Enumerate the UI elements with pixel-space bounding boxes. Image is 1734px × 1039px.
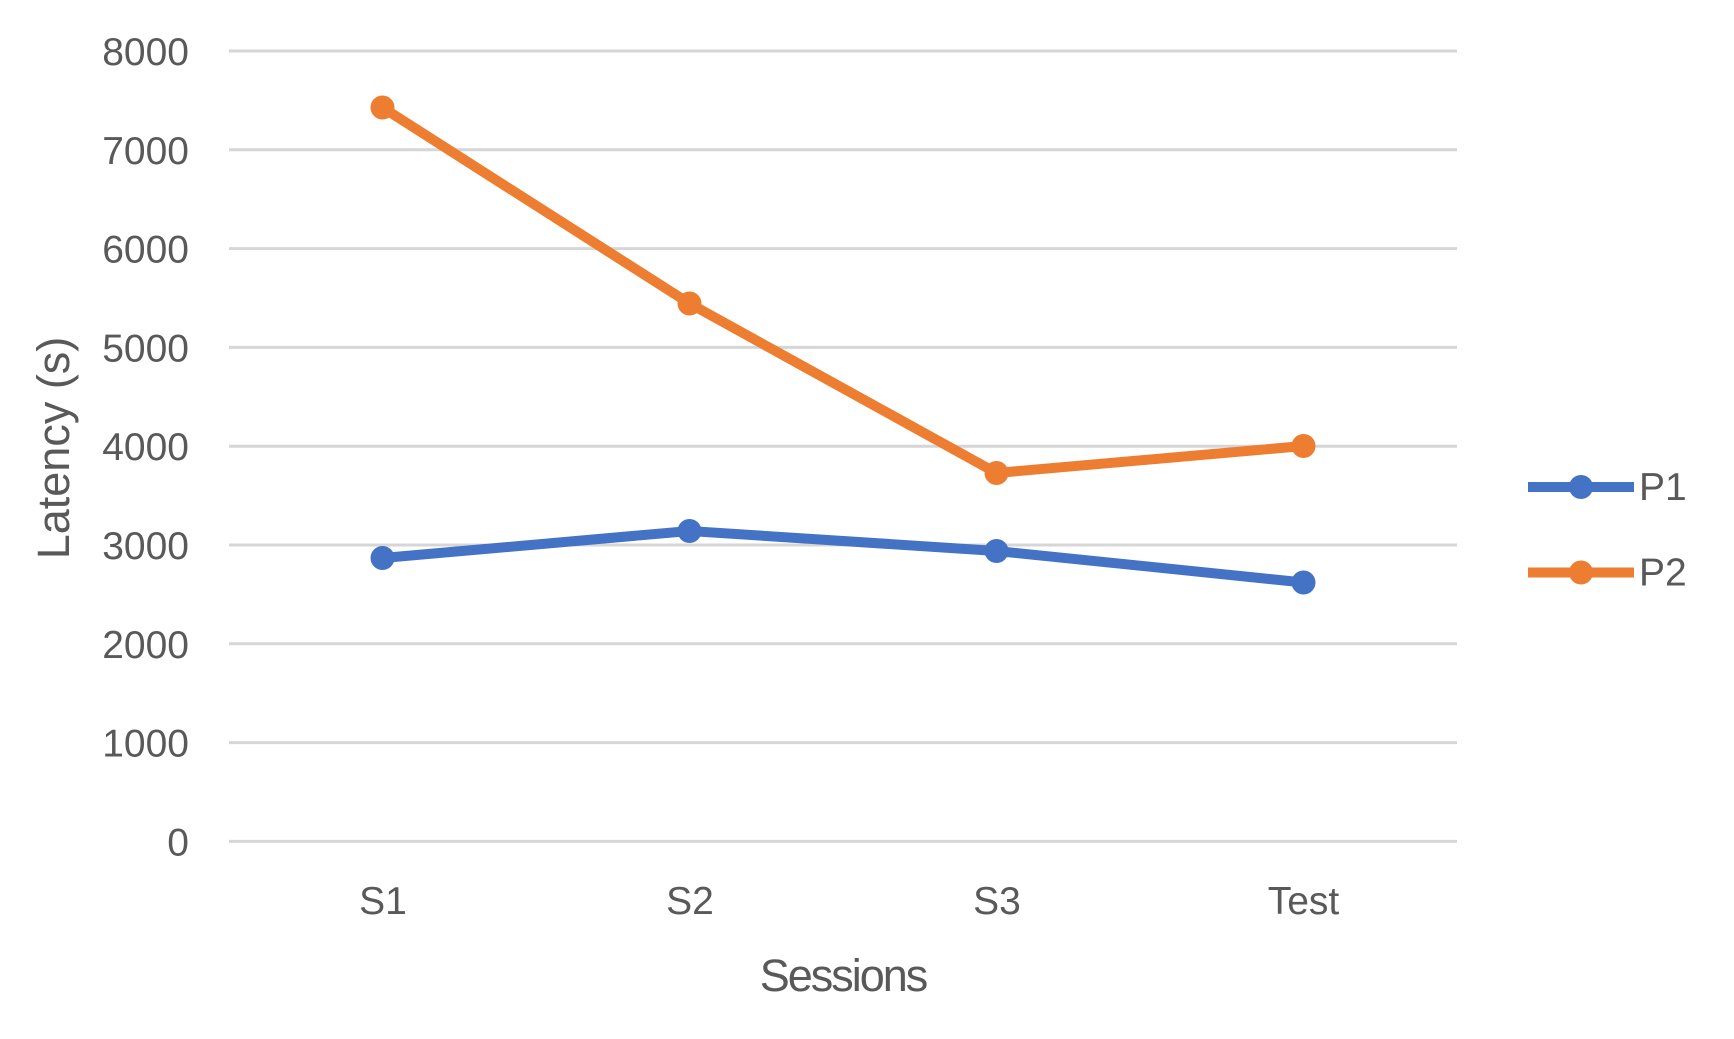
svg-text:0: 0 <box>167 821 189 864</box>
svg-text:S2: S2 <box>666 880 714 923</box>
svg-text:3000: 3000 <box>102 525 189 568</box>
svg-text:S3: S3 <box>973 880 1021 923</box>
svg-text:Test: Test <box>1268 880 1340 923</box>
svg-text:8000: 8000 <box>102 31 189 74</box>
svg-text:1000: 1000 <box>102 723 189 766</box>
svg-text:2000: 2000 <box>102 624 189 667</box>
svg-text:7000: 7000 <box>102 130 189 173</box>
svg-text:4000: 4000 <box>102 426 189 469</box>
svg-text:Latency (s): Latency (s) <box>28 337 79 560</box>
svg-text:Sessions: Sessions <box>760 950 927 1001</box>
svg-text:5000: 5000 <box>102 327 189 370</box>
svg-text:P2: P2 <box>1639 552 1687 595</box>
svg-text:6000: 6000 <box>102 229 189 272</box>
svg-text:P1: P1 <box>1639 466 1687 509</box>
svg-text:S1: S1 <box>359 880 407 923</box>
